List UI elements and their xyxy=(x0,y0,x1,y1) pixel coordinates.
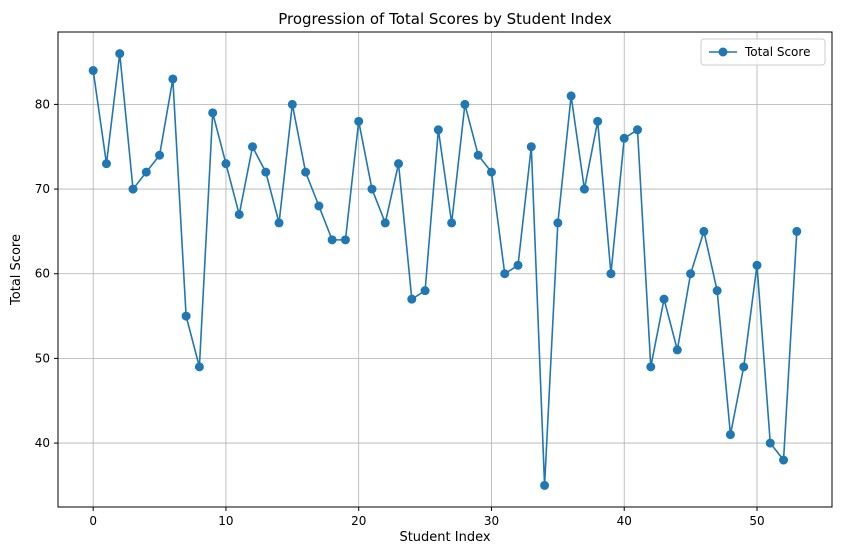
data-point xyxy=(593,116,603,126)
x-axis-label: Student Index xyxy=(399,530,490,545)
data-point xyxy=(473,150,483,160)
data-point xyxy=(513,260,523,270)
y-axis-ticks: 40 50 60 70 80 xyxy=(35,97,58,450)
x-tick-label-0: 0 xyxy=(89,514,97,528)
data-point xyxy=(460,99,470,109)
x-tick-label-40: 40 xyxy=(617,514,632,528)
data-point xyxy=(141,167,151,177)
x-tick-label-50: 50 xyxy=(749,514,764,528)
data-point xyxy=(274,218,284,228)
data-point xyxy=(168,74,178,84)
data-point xyxy=(779,455,789,465)
data-point xyxy=(327,235,337,245)
data-point xyxy=(287,99,297,109)
x-tick-label-30: 30 xyxy=(484,514,499,528)
data-point xyxy=(553,218,563,228)
data-point xyxy=(646,362,656,372)
data-point xyxy=(765,438,775,448)
data-point xyxy=(606,269,616,279)
data-point xyxy=(128,184,138,194)
data-point xyxy=(101,159,111,169)
x-axis-ticks: 0 10 20 30 40 50 xyxy=(89,507,765,528)
data-point xyxy=(340,235,350,245)
data-point xyxy=(247,142,257,152)
data-point xyxy=(712,286,722,296)
data-point xyxy=(725,430,735,440)
y-tick-label-60: 60 xyxy=(35,267,50,281)
data-point xyxy=(500,269,510,279)
chart-title: Progression of Total Scores by Student I… xyxy=(278,10,612,28)
x-tick-label-20: 20 xyxy=(351,514,366,528)
data-point xyxy=(686,269,696,279)
data-point xyxy=(155,150,165,160)
series-line-group xyxy=(92,52,798,487)
data-point xyxy=(699,226,709,236)
data-point xyxy=(579,184,589,194)
data-point xyxy=(433,125,443,135)
data-point xyxy=(407,294,417,304)
data-point xyxy=(261,167,271,177)
data-point xyxy=(792,226,802,236)
data-points xyxy=(88,49,802,490)
y-axis-label: Total Score xyxy=(9,234,24,306)
data-point xyxy=(314,201,324,211)
data-point xyxy=(380,218,390,228)
data-point xyxy=(659,294,669,304)
data-point xyxy=(234,209,244,219)
data-point xyxy=(526,142,536,152)
x-tick-label-10: 10 xyxy=(218,514,233,528)
legend-box xyxy=(700,38,826,66)
data-point xyxy=(301,167,311,177)
data-point xyxy=(540,480,550,490)
data-point xyxy=(752,260,762,270)
data-point xyxy=(566,91,576,101)
data-point xyxy=(354,116,364,126)
data-point xyxy=(181,311,191,321)
data-point xyxy=(88,66,98,76)
y-tick-label-70: 70 xyxy=(35,182,50,196)
data-point xyxy=(394,159,404,169)
data-point xyxy=(208,108,218,118)
series-line-0 xyxy=(92,52,798,487)
plot-frame xyxy=(57,31,833,508)
data-point xyxy=(221,159,231,169)
data-point xyxy=(633,125,643,135)
data-point xyxy=(739,362,749,372)
data-point xyxy=(672,345,682,355)
data-point xyxy=(619,133,629,143)
legend-label-total-score: Total Score xyxy=(744,45,810,59)
y-tick-label-80: 80 xyxy=(35,97,50,111)
data-point xyxy=(420,286,430,296)
data-point xyxy=(367,184,377,194)
data-point xyxy=(194,362,204,372)
data-point xyxy=(447,218,457,228)
data-point xyxy=(486,167,496,177)
y-tick-label-50: 50 xyxy=(35,351,50,365)
data-point xyxy=(115,49,125,59)
legend: Total Score xyxy=(700,38,826,66)
y-tick-label-40: 40 xyxy=(35,436,50,450)
legend-marker-swatch xyxy=(718,47,728,57)
